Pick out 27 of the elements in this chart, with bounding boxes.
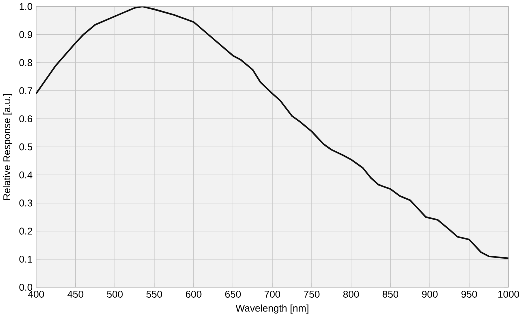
x-tick-label: 650 [225, 290, 242, 298]
x-tick-label: 900 [422, 290, 438, 298]
x-tick-label: 800 [344, 290, 360, 298]
y-tick-label: 0.9 [20, 31, 32, 38]
y-axis-title: Relative Response [a.u.] [3, 94, 12, 200]
x-tick-label: 600 [186, 290, 202, 298]
x-tick-label: 850 [382, 290, 399, 298]
y-tick-label: 0.6 [20, 115, 32, 122]
y-tick-label: 0.3 [20, 200, 32, 207]
y-tick-label: 0.0 [20, 284, 33, 291]
y-tick-label: 1.0 [20, 3, 33, 10]
y-tick-label: 0.5 [20, 144, 32, 151]
x-tick-label: 950 [462, 290, 478, 298]
y-tick-label: 0.7 [20, 87, 32, 94]
x-tick-label: 1000 [498, 290, 520, 298]
y-tick-label: 0.1 [20, 256, 32, 263]
x-axis-title: Wavelength [nm] [236, 304, 309, 314]
x-tick-label: 400 [28, 290, 44, 298]
y-tick-label: 0.8 [20, 59, 32, 66]
x-tick-label: 450 [68, 290, 84, 298]
x-tick-label: 750 [304, 290, 320, 298]
y-tick-label: 0.2 [20, 228, 32, 235]
line-series [36, 6, 509, 260]
y-tick-label: 0.4 [20, 172, 33, 179]
x-tick-label: 550 [146, 290, 162, 298]
x-tick-label: 700 [264, 290, 280, 298]
x-tick-label: 500 [107, 290, 123, 298]
